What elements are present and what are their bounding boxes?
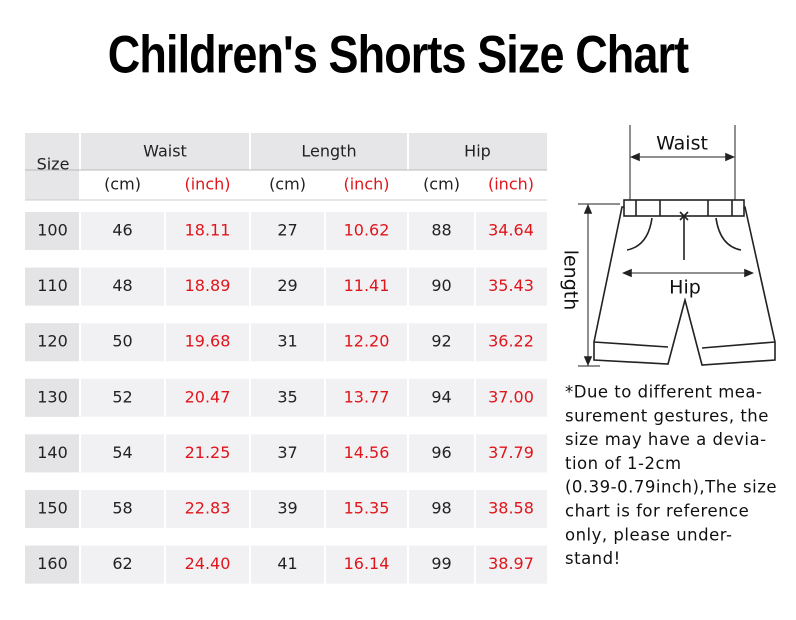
table-cell: 36.22 — [488, 332, 534, 351]
size-cell-bg — [25, 267, 80, 306]
shorts-diagram — [578, 125, 776, 367]
table-cell: 62 — [112, 554, 132, 573]
table-cell: 16.14 — [344, 554, 390, 573]
note-line: surement gestures, the — [565, 406, 769, 425]
group-header: Waist — [143, 142, 187, 161]
unit-header: (cm) — [104, 175, 141, 194]
table-cell: 110 — [37, 276, 68, 295]
table-cell: 18.89 — [185, 276, 231, 295]
table-cell: 22.83 — [185, 499, 231, 518]
size-cell-bg — [25, 378, 80, 417]
table-cell: 37.79 — [488, 443, 534, 462]
table-cell: 90 — [431, 276, 451, 295]
table-cell: 31 — [277, 332, 297, 351]
note-line: (0.39-0.79inch),The size — [565, 478, 777, 497]
table-cell: 12.20 — [344, 332, 390, 351]
note-line: stand! — [565, 549, 621, 568]
note-line: chart is for reference — [565, 502, 749, 521]
table-cell: 88 — [431, 221, 451, 240]
unit-header: (cm) — [269, 175, 306, 194]
table-cell: 100 — [37, 221, 68, 240]
table-cell: 58 — [112, 499, 132, 518]
size-header: Size — [37, 155, 70, 174]
table-cell: 10.62 — [344, 221, 390, 240]
group-header: Hip — [464, 142, 491, 161]
table-cell: 24.40 — [185, 554, 231, 573]
note: *Due to different mea-surement gestures,… — [565, 383, 777, 569]
table-cell: 15.35 — [344, 499, 390, 518]
unit-header: (cm) — [423, 175, 460, 194]
table-cell: 98 — [431, 499, 451, 518]
unit-header: (inch) — [343, 175, 389, 194]
table-cell: 13.77 — [344, 387, 390, 406]
size-cell-bg — [25, 323, 80, 362]
table-cell: 41 — [277, 554, 297, 573]
table-cell: 130 — [37, 387, 68, 406]
page-title: Children's Shorts Size Chart — [108, 27, 689, 85]
row-bg — [25, 267, 547, 306]
table-cell: 27 — [277, 221, 297, 240]
table-cell: 46 — [112, 221, 132, 240]
table-cell: 29 — [277, 276, 297, 295]
note-line: tion of 1-2cm — [565, 454, 682, 473]
table-cell: 96 — [431, 443, 451, 462]
label-bg — [652, 132, 712, 154]
table-cell: 14.56 — [344, 443, 390, 462]
table-cell: 19.68 — [185, 332, 231, 351]
table-cell: 34.64 — [488, 221, 534, 240]
header-bg — [25, 133, 547, 170]
row-bg — [25, 434, 547, 473]
table-cell: 94 — [431, 387, 451, 406]
note-line: *Due to different mea- — [565, 383, 762, 402]
table-cell: 92 — [431, 332, 451, 351]
row-bg — [25, 212, 547, 250]
note-line: size may have a devia- — [565, 430, 767, 449]
table-cell: 120 — [37, 332, 68, 351]
table-cell: 140 — [37, 443, 68, 462]
table-cell: 160 — [37, 554, 68, 573]
row-bg — [25, 323, 547, 362]
size-header-bg — [25, 133, 80, 200]
table-cell: 11.41 — [344, 276, 390, 295]
table-cell: 52 — [112, 387, 132, 406]
table-cell: 35 — [277, 387, 297, 406]
length-label: length — [560, 250, 582, 311]
hip-label: Hip — [669, 277, 701, 299]
row-bg — [25, 545, 547, 584]
label-bg — [664, 276, 706, 298]
table-cell: 37 — [277, 443, 297, 462]
waist-label: Waist — [656, 133, 708, 155]
note-line: only, please under- — [565, 525, 732, 544]
unit-header: (inch) — [488, 175, 534, 194]
table-cell: 37.00 — [488, 387, 534, 406]
table-cell: 21.25 — [185, 443, 231, 462]
unit-header: (inch) — [184, 175, 230, 194]
size-cell-bg — [25, 212, 80, 250]
table-cell: 38.58 — [488, 499, 534, 518]
row-bg — [25, 378, 547, 417]
table-cell: 150 — [37, 499, 68, 518]
table-cell: 18.11 — [185, 221, 231, 240]
group-header: Length — [301, 142, 356, 161]
table-cell: 20.47 — [185, 387, 231, 406]
table-cell: 50 — [112, 332, 132, 351]
table-cell: 35.43 — [488, 276, 534, 295]
size-cell-bg — [25, 434, 80, 473]
table-cell: 54 — [112, 443, 132, 462]
table-cell: 99 — [431, 554, 451, 573]
size-cell-bg — [25, 545, 80, 584]
table-cell: 48 — [112, 276, 132, 295]
table-cell: 38.97 — [488, 554, 534, 573]
table-cell: 39 — [277, 499, 297, 518]
row-bg — [25, 490, 547, 528]
size-cell-bg — [25, 490, 80, 528]
